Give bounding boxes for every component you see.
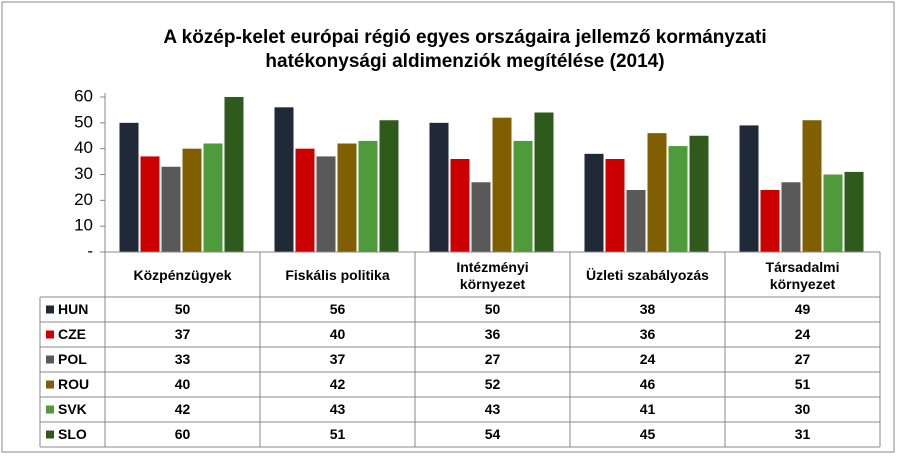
- y-tick-label: 30: [74, 164, 93, 183]
- x-tick-label: Üzleti szabályozás: [586, 267, 709, 283]
- bar: [492, 117, 512, 253]
- table-value: 40: [330, 326, 346, 342]
- table-value: 43: [330, 401, 346, 417]
- bar: [379, 120, 399, 252]
- x-tick-label: Intézményi környezet: [456, 259, 528, 292]
- table-value: 45: [640, 426, 656, 442]
- table-value: 40: [175, 376, 191, 392]
- y-tick-label: 60: [74, 86, 93, 105]
- table-value: 54: [485, 426, 501, 442]
- y-tick-label: 40: [74, 138, 93, 157]
- legend-swatch: [46, 430, 54, 439]
- table-value: 52: [485, 376, 501, 392]
- table-value: 49: [795, 301, 811, 317]
- bar: [647, 133, 667, 252]
- legend-label: SVK: [58, 401, 87, 417]
- table-value: 36: [640, 326, 656, 342]
- y-tick-label: 20: [74, 190, 93, 209]
- bar: [739, 125, 759, 252]
- bar: [337, 143, 357, 252]
- bar: [668, 146, 688, 252]
- bar: [316, 156, 336, 252]
- bar: [119, 122, 139, 252]
- table-value: 60: [175, 426, 191, 442]
- table-value: 46: [640, 376, 656, 392]
- table-value: 51: [330, 426, 346, 442]
- legend-label: CZE: [58, 326, 86, 342]
- bar: [161, 166, 181, 252]
- table-value: 38: [640, 301, 656, 317]
- table-value: 27: [485, 351, 501, 367]
- bar: [760, 190, 780, 252]
- table-value: 42: [175, 401, 191, 417]
- legend-label: POL: [58, 351, 87, 367]
- bar: [203, 143, 223, 252]
- bar: [513, 140, 533, 252]
- bar: [140, 156, 160, 252]
- bar: [429, 122, 449, 252]
- bar: [689, 135, 709, 252]
- bar: [358, 140, 378, 252]
- legend-swatch: [46, 405, 54, 414]
- bar: [781, 182, 801, 252]
- legend-label: ROU: [58, 376, 89, 392]
- y-tick-label: -: [87, 241, 93, 260]
- table-value: 50: [485, 301, 501, 317]
- chart-title: hatékonysági aldimenziók megítélése (201…: [265, 51, 664, 72]
- table-value: 24: [640, 351, 656, 367]
- bar: [224, 97, 244, 252]
- bar: [823, 174, 843, 252]
- table-value: 42: [330, 376, 346, 392]
- legend-label: SLO: [58, 426, 87, 442]
- bar: [844, 171, 864, 252]
- legend-swatch: [46, 305, 54, 314]
- legend-swatch: [46, 355, 54, 364]
- bar: [626, 190, 646, 252]
- table-value: 36: [485, 326, 501, 342]
- chart-title: A közép-kelet európai régió egyes ország…: [163, 27, 766, 48]
- bar: [274, 107, 294, 252]
- bar: [182, 148, 202, 252]
- x-tick-label: Társadalmi környezet: [766, 259, 840, 292]
- bar: [584, 153, 604, 252]
- y-tick-label: 10: [74, 216, 93, 235]
- table-value: 56: [330, 301, 346, 317]
- bar: [605, 159, 625, 252]
- table-value: 37: [330, 351, 346, 367]
- table-value: 33: [175, 351, 191, 367]
- y-tick-label: 50: [74, 112, 93, 131]
- table-value: 41: [640, 401, 656, 417]
- table-value: 43: [485, 401, 501, 417]
- x-tick-label: Fiskális politika: [285, 267, 389, 283]
- bar: [471, 182, 491, 252]
- legend-swatch: [46, 380, 54, 389]
- table-value: 51: [795, 376, 811, 392]
- table-value: 31: [795, 426, 811, 442]
- bar: [802, 120, 822, 252]
- table-value: 27: [795, 351, 811, 367]
- x-tick-label: Közpénzügyek: [133, 267, 231, 283]
- table-value: 24: [795, 326, 811, 342]
- bar: [534, 112, 554, 252]
- table-value: 37: [175, 326, 191, 342]
- table-value: 50: [175, 301, 191, 317]
- legend-label: HUN: [58, 301, 88, 317]
- bar: [450, 159, 470, 252]
- bar: [295, 148, 315, 252]
- legend-swatch: [46, 330, 54, 339]
- table-value: 30: [795, 401, 811, 417]
